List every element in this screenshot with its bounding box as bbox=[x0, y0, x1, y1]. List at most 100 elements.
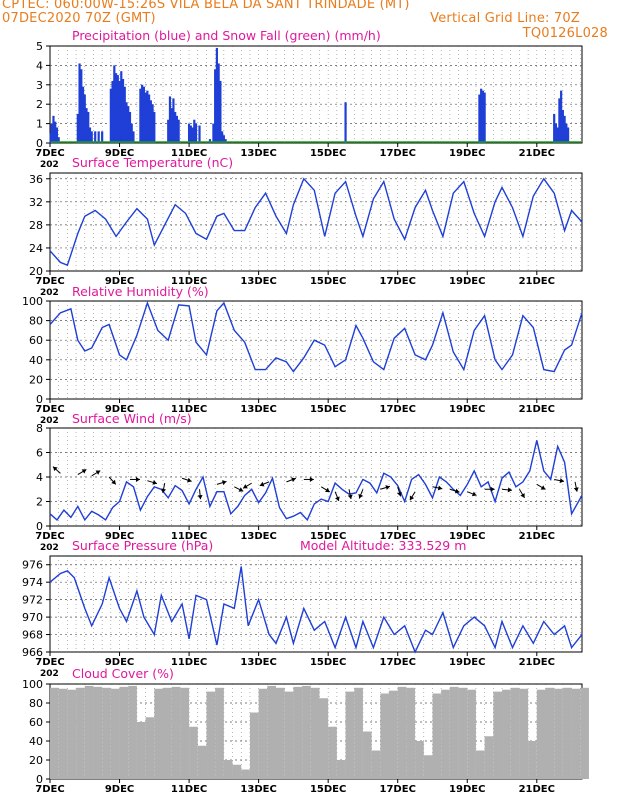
precip-bar bbox=[81, 86, 85, 143]
wind-arrow bbox=[197, 489, 203, 500]
precip-bar bbox=[55, 127, 59, 143]
cloud-bar bbox=[223, 760, 233, 779]
precip-bar bbox=[222, 135, 225, 143]
precip-bar bbox=[101, 131, 104, 143]
cloud-bar bbox=[354, 687, 363, 779]
precip-ytick-label: 2 bbox=[36, 98, 43, 111]
wind-arrow bbox=[467, 491, 477, 497]
temp-panel-title: Surface Temperature (nC) bbox=[72, 155, 234, 170]
wind-arrow-head bbox=[221, 480, 227, 486]
precip-bar bbox=[175, 115, 179, 143]
precip-bar bbox=[189, 125, 192, 143]
precip-bar bbox=[121, 78, 125, 143]
precip-bar bbox=[85, 108, 88, 143]
wind-arrow-head bbox=[335, 496, 340, 501]
wind-arrow-head bbox=[454, 488, 460, 494]
precip-bar bbox=[565, 123, 568, 143]
model-altitude-label: Model Altitude: 333.529 m bbox=[300, 538, 467, 553]
wind-xtick-label: 13DEC bbox=[240, 531, 276, 542]
wind-arrow bbox=[397, 486, 402, 497]
humidity-xtick-label: 21DEC bbox=[519, 404, 555, 415]
wind-arrow bbox=[347, 489, 353, 500]
wind-arrow bbox=[484, 486, 495, 492]
cloud-xtick-label: 15DEC bbox=[310, 784, 346, 795]
cloud-bar bbox=[189, 726, 198, 779]
precip-bar bbox=[141, 84, 144, 143]
cloud-bar bbox=[484, 736, 494, 779]
precip-xtick-label: 7DEC bbox=[35, 148, 64, 159]
precip-bar bbox=[114, 73, 118, 143]
wind-arrow bbox=[147, 480, 158, 485]
wind-arrow bbox=[181, 477, 192, 483]
precip-bar bbox=[94, 131, 97, 143]
wind-arrow bbox=[409, 491, 416, 501]
pressure-xtick-label: 11DEC bbox=[171, 657, 207, 668]
cloud-bar bbox=[84, 685, 94, 779]
precip-ytick-label: 0 bbox=[36, 137, 43, 150]
wind-arrow-head bbox=[95, 470, 101, 475]
precip-bar bbox=[144, 92, 147, 143]
temp-ytick-label: 32 bbox=[29, 196, 43, 209]
precip-bar bbox=[54, 121, 57, 143]
precip-bar bbox=[344, 102, 347, 143]
precip-bar bbox=[214, 69, 217, 143]
precip-bar bbox=[128, 111, 132, 143]
pressure-xtick-label: 19DEC bbox=[449, 657, 485, 668]
cloud-bar bbox=[510, 687, 520, 779]
cloud-bar bbox=[406, 687, 416, 779]
wind-arrow-head bbox=[52, 466, 58, 472]
cloud-bar bbox=[467, 689, 476, 779]
precip-bar bbox=[172, 98, 175, 143]
humidity-ytick-label: 0 bbox=[36, 393, 43, 406]
wind-arrow-head bbox=[471, 491, 477, 497]
humidity-xtick-label: 9DEC bbox=[105, 404, 134, 415]
wind-arrow-head bbox=[197, 494, 203, 500]
precip-bar bbox=[153, 111, 156, 143]
cloud-bar bbox=[415, 741, 424, 779]
precip-xtick-label: 13DEC bbox=[240, 148, 276, 159]
pressure-xtick-label: 21DEC bbox=[519, 657, 555, 668]
precip-xtick-label: 11DEC bbox=[171, 148, 207, 159]
precip-bar bbox=[208, 139, 212, 143]
pressure-ytick-label: 968 bbox=[22, 629, 43, 642]
wind-arrow-head bbox=[243, 484, 248, 489]
cloud-bar bbox=[441, 689, 450, 779]
wind-arrow bbox=[573, 481, 579, 492]
precip-panel-title: Precipitation (blue) and Snow Fall (gree… bbox=[72, 28, 381, 43]
precip-bar bbox=[219, 80, 222, 143]
precip-bar bbox=[221, 131, 224, 143]
wind-arrow-head bbox=[507, 487, 512, 493]
pressure-xtick-label: 15DEC bbox=[310, 657, 346, 668]
wind-ytick-label: 4 bbox=[36, 471, 43, 484]
wind-arrow bbox=[91, 470, 101, 477]
cloud-bar bbox=[128, 685, 137, 779]
cloud-bar bbox=[571, 688, 581, 779]
wind-arrow-head bbox=[347, 494, 353, 500]
pressure-xtick-label: 9DEC bbox=[105, 657, 134, 668]
wind-xtick-label: 19DEC bbox=[449, 531, 485, 542]
cloud-bar bbox=[449, 686, 459, 779]
cloud-bar bbox=[58, 688, 68, 779]
precip-bar bbox=[149, 100, 152, 143]
precip-year-stub: 202 bbox=[40, 160, 59, 170]
humidity-ytick-label: 40 bbox=[29, 354, 43, 367]
precip-bar bbox=[198, 125, 201, 143]
precip-bar bbox=[193, 119, 196, 143]
cloud-xtick-label: 21DEC bbox=[519, 784, 555, 795]
wind-arrow-head bbox=[309, 476, 314, 482]
wind-arrow-head bbox=[437, 485, 443, 491]
pressure-ytick-label: 970 bbox=[22, 611, 43, 624]
pressure-xtick-label: 17DEC bbox=[380, 657, 416, 668]
precip-bar bbox=[50, 123, 53, 143]
wind-arrow bbox=[501, 487, 513, 493]
temp-ytick-label: 24 bbox=[29, 242, 43, 255]
cloud-bar bbox=[345, 691, 355, 779]
cloud-xtick-label: 9DEC bbox=[105, 784, 134, 795]
wind-arrow-head bbox=[559, 478, 564, 484]
precip-bar bbox=[483, 92, 486, 143]
cloud-xtick-label: 17DEC bbox=[380, 784, 416, 795]
wind-arrow-head bbox=[540, 485, 546, 490]
wind-arrow-head bbox=[520, 493, 525, 498]
cloud-bar bbox=[528, 741, 537, 779]
wind-arrow-head bbox=[490, 486, 495, 492]
